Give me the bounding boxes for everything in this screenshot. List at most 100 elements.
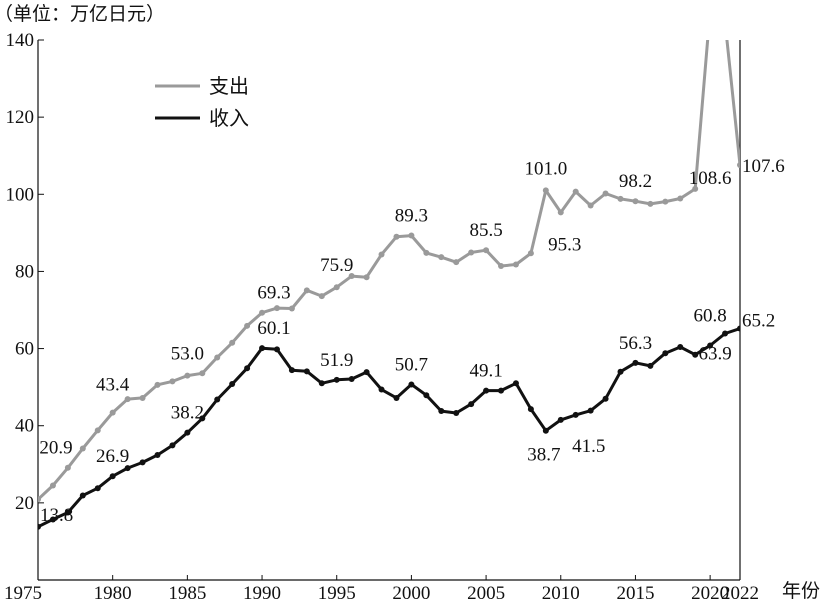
data-label: 50.7 [395, 354, 428, 375]
data-point [64, 464, 71, 471]
x-tick-label: 2022 [721, 583, 759, 604]
data-point [184, 372, 191, 379]
data-point [498, 263, 505, 270]
data-point [408, 381, 415, 388]
data-point [483, 247, 490, 254]
data-point [468, 401, 475, 408]
data-point [632, 359, 639, 366]
data-point [527, 250, 534, 257]
data-label: 56.3 [619, 333, 652, 354]
data-point [453, 409, 460, 416]
data-point [468, 249, 475, 256]
data-point [692, 185, 699, 192]
x-tick-label: 2000 [392, 583, 430, 604]
data-point [303, 368, 310, 375]
data-label: 60.8 [694, 305, 727, 326]
data-point [737, 325, 740, 332]
data-labels: 20.9 43.4 53.0 69.3 75.9 89.3 85.5 101.0 95.3 98.… [39, 156, 784, 526]
data-point [49, 482, 56, 489]
x-tick-label: 1975 [4, 583, 42, 604]
data-label: 20.9 [39, 437, 72, 458]
data-point [259, 309, 266, 316]
x-tick-label: 2015 [616, 583, 654, 604]
y-tick-label: 100 [6, 184, 35, 205]
data-point [94, 485, 101, 492]
data-point [244, 365, 251, 372]
data-point [617, 195, 624, 202]
data-point [512, 261, 519, 268]
data-point [587, 202, 594, 209]
data-point [318, 293, 325, 300]
data-label: 53.0 [171, 344, 204, 365]
data-label: 41.5 [572, 436, 605, 457]
x-tick-label: 1985 [168, 583, 206, 604]
data-label: 65.2 [742, 311, 775, 332]
data-point [363, 369, 370, 376]
data-point [722, 19, 728, 25]
data-point [169, 378, 176, 385]
data-point [273, 346, 280, 353]
data-point [124, 465, 131, 472]
data-label: 75.9 [320, 255, 353, 276]
data-label: 85.5 [469, 220, 502, 241]
series-line-expenditure [38, 40, 740, 501]
data-point [647, 362, 654, 369]
data-point [348, 376, 355, 383]
data-point [378, 386, 385, 393]
legend-label: 支出 [209, 75, 249, 98]
data-point [707, 342, 714, 349]
data-point [483, 387, 490, 394]
data-point [722, 330, 729, 337]
y-tick-label: 80 [15, 261, 34, 282]
x-tick-label: 1980 [94, 583, 132, 604]
data-point [333, 284, 340, 291]
data-point [707, 8, 713, 14]
data-point [587, 407, 594, 414]
data-point [438, 254, 445, 261]
data-point [79, 492, 86, 499]
data-point [542, 187, 549, 194]
data-point [572, 188, 579, 195]
data-point [393, 233, 400, 240]
data-point [199, 415, 206, 422]
series-line-revenue [38, 327, 740, 529]
data-point [662, 350, 669, 357]
axes: 20 40 60 80 100 120 140 1975 1980 1985 1990 1995 200… [4, 30, 759, 604]
data-point [602, 395, 609, 402]
data-label: 38.7 [527, 445, 560, 466]
y-tick-label: 140 [6, 30, 35, 51]
data-point [572, 411, 579, 418]
data-point [557, 209, 564, 216]
data-point [617, 368, 624, 375]
data-label: 107.6 [742, 156, 785, 177]
x-unit-label: 年份 [782, 580, 820, 602]
y-tick-label: 60 [15, 339, 34, 360]
data-point [453, 259, 460, 266]
data-point [139, 459, 146, 466]
data-point [259, 345, 266, 352]
data-label: 43.4 [96, 375, 130, 396]
data-point [333, 376, 340, 383]
data-point [288, 305, 295, 312]
data-point [244, 322, 251, 329]
data-point [408, 232, 415, 239]
data-point [64, 509, 71, 516]
data-label: 60.1 [257, 318, 290, 339]
x-tick-label: 2020 [691, 583, 729, 604]
data-point [154, 381, 161, 388]
data-point [169, 442, 176, 449]
y-tick-label: 20 [15, 493, 34, 514]
plot-area [38, 8, 740, 530]
data-point [273, 305, 280, 312]
data-point [692, 351, 699, 358]
data-point [154, 452, 161, 459]
data-point [677, 344, 684, 351]
data-point [542, 427, 549, 434]
data-point [423, 392, 430, 399]
data-point [199, 370, 206, 377]
data-label: 49.1 [469, 361, 502, 382]
data-point [632, 198, 639, 205]
data-label: 63.9 [698, 344, 731, 365]
data-point [363, 274, 370, 281]
